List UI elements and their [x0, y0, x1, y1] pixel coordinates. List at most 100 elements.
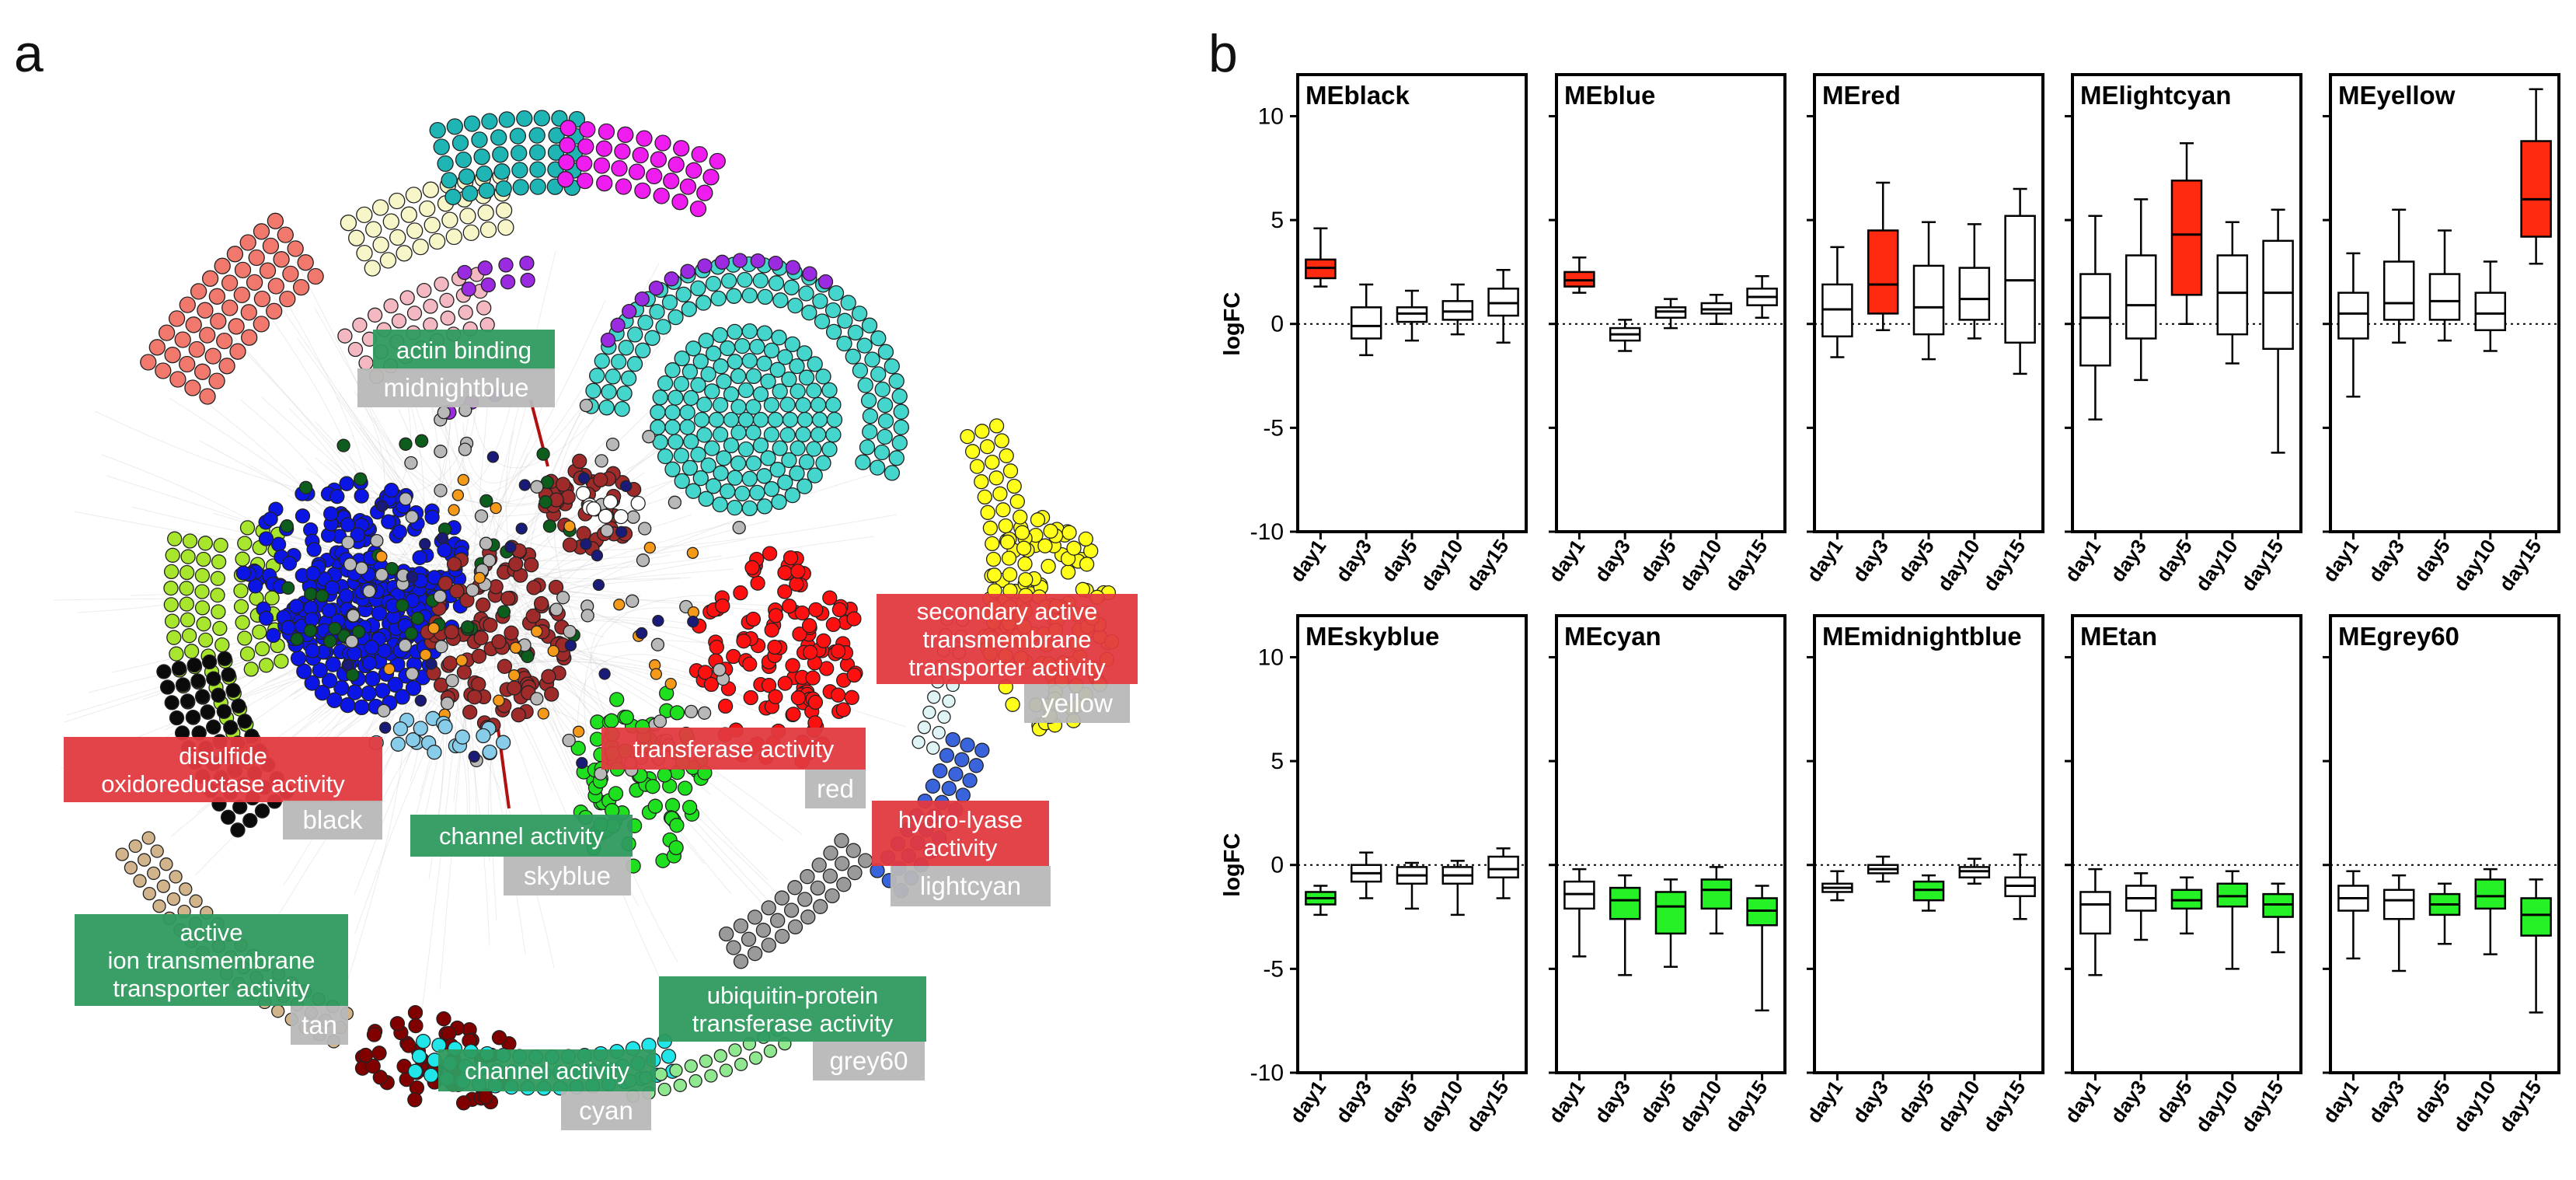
- go-term-label: channel activity: [438, 1049, 656, 1091]
- network-node: [241, 329, 258, 346]
- network-node: [912, 735, 925, 749]
- network-node: [341, 536, 355, 550]
- network-node: [366, 1027, 382, 1042]
- network-node: [782, 411, 799, 428]
- network-node: [379, 721, 392, 734]
- network-node: [962, 773, 978, 788]
- network-node: [267, 212, 284, 229]
- network-node: [945, 731, 960, 748]
- module-label: tan: [291, 1006, 348, 1045]
- network-node: [777, 676, 793, 691]
- network-node: [206, 719, 221, 735]
- network-node: [457, 264, 472, 281]
- network-node: [712, 396, 729, 414]
- network-node: [747, 946, 763, 962]
- network-node: [548, 127, 565, 144]
- x-tick-label: day15: [1462, 1076, 1514, 1136]
- box-day15: [2520, 88, 2552, 265]
- network-node: [226, 246, 244, 263]
- network-node: [445, 228, 462, 246]
- network-node: [1060, 564, 1076, 580]
- network-node: [790, 383, 806, 400]
- module-name: skyblue: [524, 861, 611, 890]
- network-node: [493, 163, 511, 180]
- go-term-box: [659, 976, 926, 1042]
- network-node: [810, 396, 827, 414]
- network-node: [654, 134, 671, 152]
- network-node: [326, 692, 343, 708]
- network-node: [281, 581, 295, 595]
- network-node: [720, 340, 736, 357]
- network-node: [783, 902, 800, 918]
- y-axis-label: logFC: [1220, 833, 1245, 897]
- box-day5: [2170, 876, 2203, 935]
- network-node: [874, 381, 891, 398]
- network-node: [985, 551, 1002, 567]
- network-node: [1005, 696, 1020, 712]
- iqr-box: [2383, 260, 2415, 321]
- network-node: [463, 115, 481, 132]
- network-node: [389, 192, 406, 210]
- network-node: [400, 206, 417, 223]
- network-node: [382, 213, 399, 230]
- network-node: [440, 310, 455, 326]
- network-node: [638, 522, 652, 536]
- network-node: [860, 393, 877, 409]
- go-term-text: channel activity: [439, 822, 604, 850]
- network-node: [777, 349, 793, 365]
- network-node: [598, 668, 611, 680]
- network-node: [600, 523, 614, 538]
- network-node: [458, 305, 473, 320]
- x-tick-label: day10: [1933, 535, 1985, 595]
- network-node: [1006, 478, 1022, 494]
- network-node: [706, 345, 722, 361]
- network-node: [357, 1047, 374, 1063]
- network-node: [437, 719, 453, 735]
- network-node: [937, 710, 951, 724]
- iqr-box: [2383, 888, 2415, 920]
- network-node: [750, 253, 765, 269]
- network-node: [594, 454, 608, 468]
- network-node: [683, 433, 699, 450]
- network-node: [712, 426, 729, 443]
- network-edge: [398, 364, 521, 491]
- network-node: [828, 285, 845, 302]
- x-tick-label: day1: [2060, 535, 2106, 586]
- network-node: [412, 550, 427, 566]
- network-node: [808, 602, 824, 618]
- network-node: [752, 411, 769, 428]
- network-node: [628, 163, 646, 180]
- network-node: [697, 665, 713, 680]
- network-node: [761, 678, 777, 693]
- network-node: [180, 612, 196, 628]
- network-node: [592, 578, 605, 592]
- network-node: [730, 399, 747, 415]
- network-node: [831, 602, 848, 618]
- network-node: [668, 389, 684, 406]
- network-node: [858, 853, 873, 868]
- network-node: [185, 709, 201, 725]
- network-node: [354, 472, 368, 486]
- network-node: [455, 151, 472, 169]
- x-tick-label: day5: [1635, 535, 1681, 586]
- module-name: red: [817, 774, 854, 803]
- network-node: [1066, 540, 1082, 556]
- module-name: tan: [302, 1011, 337, 1039]
- network-node: [736, 634, 751, 649]
- network-node: [862, 408, 879, 424]
- network-node: [347, 646, 362, 662]
- network-node: [339, 476, 354, 491]
- network-node: [381, 514, 396, 529]
- x-tick-label: day5: [2409, 1076, 2455, 1127]
- network-node: [781, 452, 797, 469]
- module-label: black: [283, 801, 382, 840]
- network-node: [840, 295, 856, 311]
- network-node: [679, 404, 695, 421]
- module-label: yellow: [1024, 684, 1130, 723]
- box-day1: [1821, 246, 1853, 358]
- x-tick-label: day1: [1802, 1076, 1848, 1127]
- network-node: [563, 520, 576, 532]
- network-node: [424, 509, 440, 525]
- network-node: [441, 211, 458, 229]
